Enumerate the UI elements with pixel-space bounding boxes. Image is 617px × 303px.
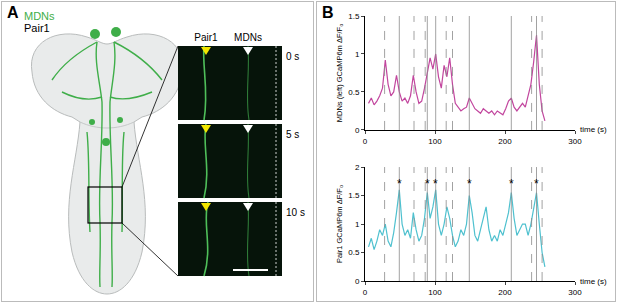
svg-text:Pair1: Pair1 (24, 22, 50, 34)
svg-text:100: 100 (428, 137, 442, 146)
svg-text:5 s: 5 s (286, 129, 299, 140)
svg-text:A: A (7, 4, 19, 21)
svg-text:time (s): time (s) (580, 277, 607, 286)
svg-text:200: 200 (498, 137, 512, 146)
svg-text:MDNs (left) GCaMP6m ΔF/F₀: MDNs (left) GCaMP6m ΔF/F₀ (335, 24, 344, 123)
svg-text:*: * (425, 177, 430, 191)
svg-text:0: 0 (363, 288, 368, 297)
svg-text:*: * (433, 177, 438, 191)
svg-text:*: * (509, 177, 514, 191)
svg-text:1: 1 (355, 220, 360, 229)
svg-text:0: 0 (355, 277, 360, 286)
svg-text:300: 300 (568, 288, 582, 297)
svg-text:*: * (534, 177, 539, 191)
svg-text:300: 300 (568, 137, 582, 146)
svg-text:Pair1 GCaMP6m ΔF/F₀: Pair1 GCaMP6m ΔF/F₀ (335, 185, 344, 263)
svg-text:1.5: 1.5 (348, 12, 360, 21)
svg-text:200: 200 (498, 288, 512, 297)
html-text:B: B (322, 4, 334, 21)
svg-text:*: * (467, 177, 472, 191)
svg-text:*: * (397, 177, 402, 191)
svg-text:0.5: 0.5 (348, 248, 360, 257)
svg-text:0 s: 0 s (286, 51, 299, 62)
svg-text:0.5: 0.5 (348, 88, 360, 97)
svg-text:2: 2 (355, 163, 360, 172)
svg-text:1.5: 1.5 (348, 191, 360, 200)
svg-text:100: 100 (428, 288, 442, 297)
svg-text:Pair1: Pair1 (194, 32, 218, 43)
svg-text:time (s): time (s) (580, 125, 607, 134)
svg-text:0: 0 (355, 126, 360, 135)
svg-text:MDNs: MDNs (234, 32, 262, 43)
svg-text:10 s: 10 s (286, 207, 305, 218)
svg-text:0: 0 (363, 137, 368, 146)
svg-text:1: 1 (355, 50, 360, 59)
svg-text:MDNs: MDNs (24, 10, 55, 22)
